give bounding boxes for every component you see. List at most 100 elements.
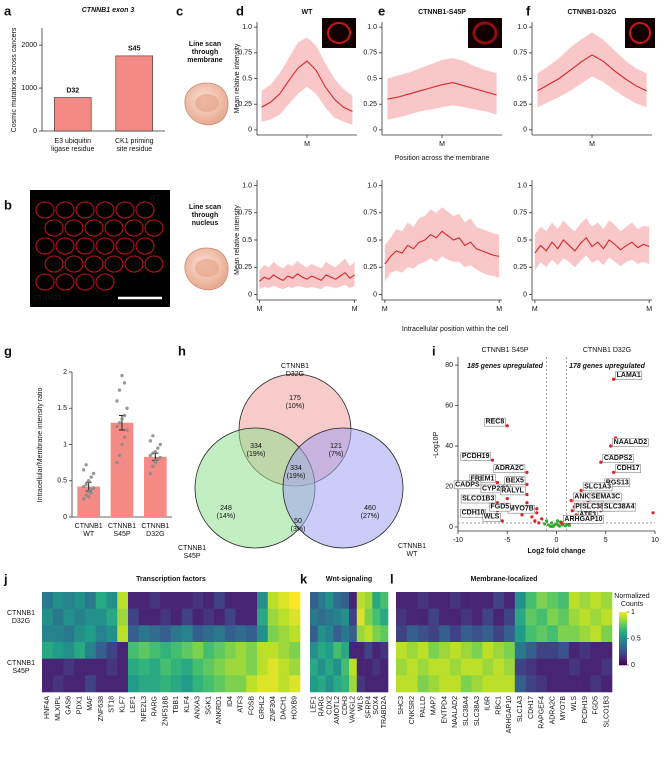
point: [530, 515, 534, 519]
heatmap-cell: [42, 675, 54, 693]
heatmap-cell: [450, 675, 462, 693]
heatmap-cell: [85, 592, 97, 609]
heatmap-cell: [482, 625, 494, 643]
annotation: 178 genes upregulated: [569, 363, 646, 370]
colorbar-segment: [619, 633, 627, 635]
panel-letter: a: [4, 3, 12, 18]
heatmap-cell: [325, 608, 334, 626]
y-tick-label: 0: [523, 127, 527, 134]
venn-percent: (27%): [361, 513, 380, 520]
bar: [53, 97, 92, 132]
column-label: GAS6: [66, 696, 73, 715]
column-label: ARHGAP10: [506, 696, 513, 733]
y-tick-label: 0: [449, 524, 453, 531]
heatmap-cell: [224, 658, 236, 676]
heatmap-cell: [117, 592, 129, 609]
column-label: FOSB: [248, 696, 255, 715]
data-point: [153, 458, 158, 463]
point-label: PCDH19: [462, 453, 490, 460]
heatmap-cell: [203, 675, 215, 693]
data-point: [115, 460, 119, 465]
heatmap-cell: [160, 675, 172, 693]
heatmap-cell: [356, 675, 365, 693]
column-label: WLS: [571, 696, 578, 712]
heatmap-cell: [235, 658, 247, 676]
data-point: [91, 486, 96, 490]
data-point: [122, 435, 127, 439]
point-label: FREM1: [471, 475, 495, 482]
heatmap-cell: [450, 625, 462, 643]
heatmap-cell: [317, 675, 326, 693]
heatmap-cell: [278, 608, 290, 626]
y-tick-label: 0: [248, 127, 252, 134]
heatmap-cell: [310, 592, 319, 609]
column-label: TBB1: [173, 696, 180, 714]
heatmap-cell: [214, 625, 226, 643]
heatmap-cell: [52, 592, 64, 609]
y-tick-label: 0: [373, 291, 377, 298]
data-point: [81, 484, 86, 489]
band: [261, 37, 353, 125]
point-label: SEMA3C: [591, 493, 620, 500]
colorbar-segment: [619, 614, 627, 617]
heatmap-cell: [579, 642, 591, 659]
heatmap-cell: [349, 675, 358, 693]
heatmap-cell: [52, 608, 64, 626]
cell-outline: [64, 255, 84, 273]
heatmap-cell: [364, 658, 373, 676]
heatmap-cell: [547, 642, 559, 659]
heatmap-cell: [460, 658, 472, 676]
heatmap-cell: [450, 608, 462, 626]
heatmap-cell: [372, 675, 381, 693]
cell-outline: [35, 273, 55, 291]
heatmap-cell: [536, 592, 548, 609]
point: [535, 511, 539, 515]
heatmap-cell: [417, 625, 429, 643]
colorbar-segment: [619, 612, 627, 614]
colorbar-segment: [619, 658, 627, 660]
point: [559, 521, 564, 525]
heatmap-cell: [317, 642, 326, 659]
point: [535, 507, 539, 511]
cell-outline: [104, 255, 124, 273]
point: [579, 488, 583, 493]
heatmap-cell: [128, 592, 140, 609]
band: [384, 207, 500, 282]
heatmap-cell: [138, 625, 150, 643]
heatmap-cell: [514, 592, 526, 609]
point-label: RALYL: [501, 487, 524, 494]
colorbar-tick-label: 0.5: [631, 635, 641, 642]
heatmap-cell: [514, 625, 526, 643]
column-label: CNKSR2: [409, 696, 416, 725]
column-label: ANKRD1: [216, 696, 223, 725]
y-tick-label: 0.25: [513, 264, 527, 271]
heatmap-cell: [601, 608, 613, 626]
y-tick-label: 0: [523, 291, 527, 298]
heatmap-cell: [356, 608, 365, 626]
heatmap-cell: [460, 675, 472, 693]
cell-outline: [55, 237, 75, 255]
panel-letter: h: [178, 343, 186, 358]
heatmap-cell: [372, 625, 381, 643]
heatmap-cell: [149, 658, 161, 676]
heatmap-cell: [246, 658, 258, 676]
colorbar-segment: [619, 645, 627, 647]
data-point: [151, 464, 155, 468]
heatmap-cell: [257, 642, 269, 659]
heatmap-cell: [536, 625, 548, 643]
heatmap-cell: [428, 625, 440, 643]
y-tick-label: 0.5: [57, 478, 67, 485]
heatmap-cell: [504, 675, 516, 693]
x-axis-label: Position across the membrane: [395, 155, 490, 162]
data-point: [84, 493, 88, 497]
heatmap-cell: [171, 592, 183, 609]
point: [500, 519, 504, 523]
cell-outline: [144, 219, 164, 237]
colorbar-segment: [619, 621, 627, 623]
heatmap-cell: [504, 608, 516, 626]
data-point: [148, 471, 153, 476]
column-label: HOXB9: [291, 696, 298, 720]
heatmap-cell: [278, 642, 290, 659]
heatmap-cell: [514, 642, 526, 659]
heatmap-cell: [525, 675, 537, 693]
